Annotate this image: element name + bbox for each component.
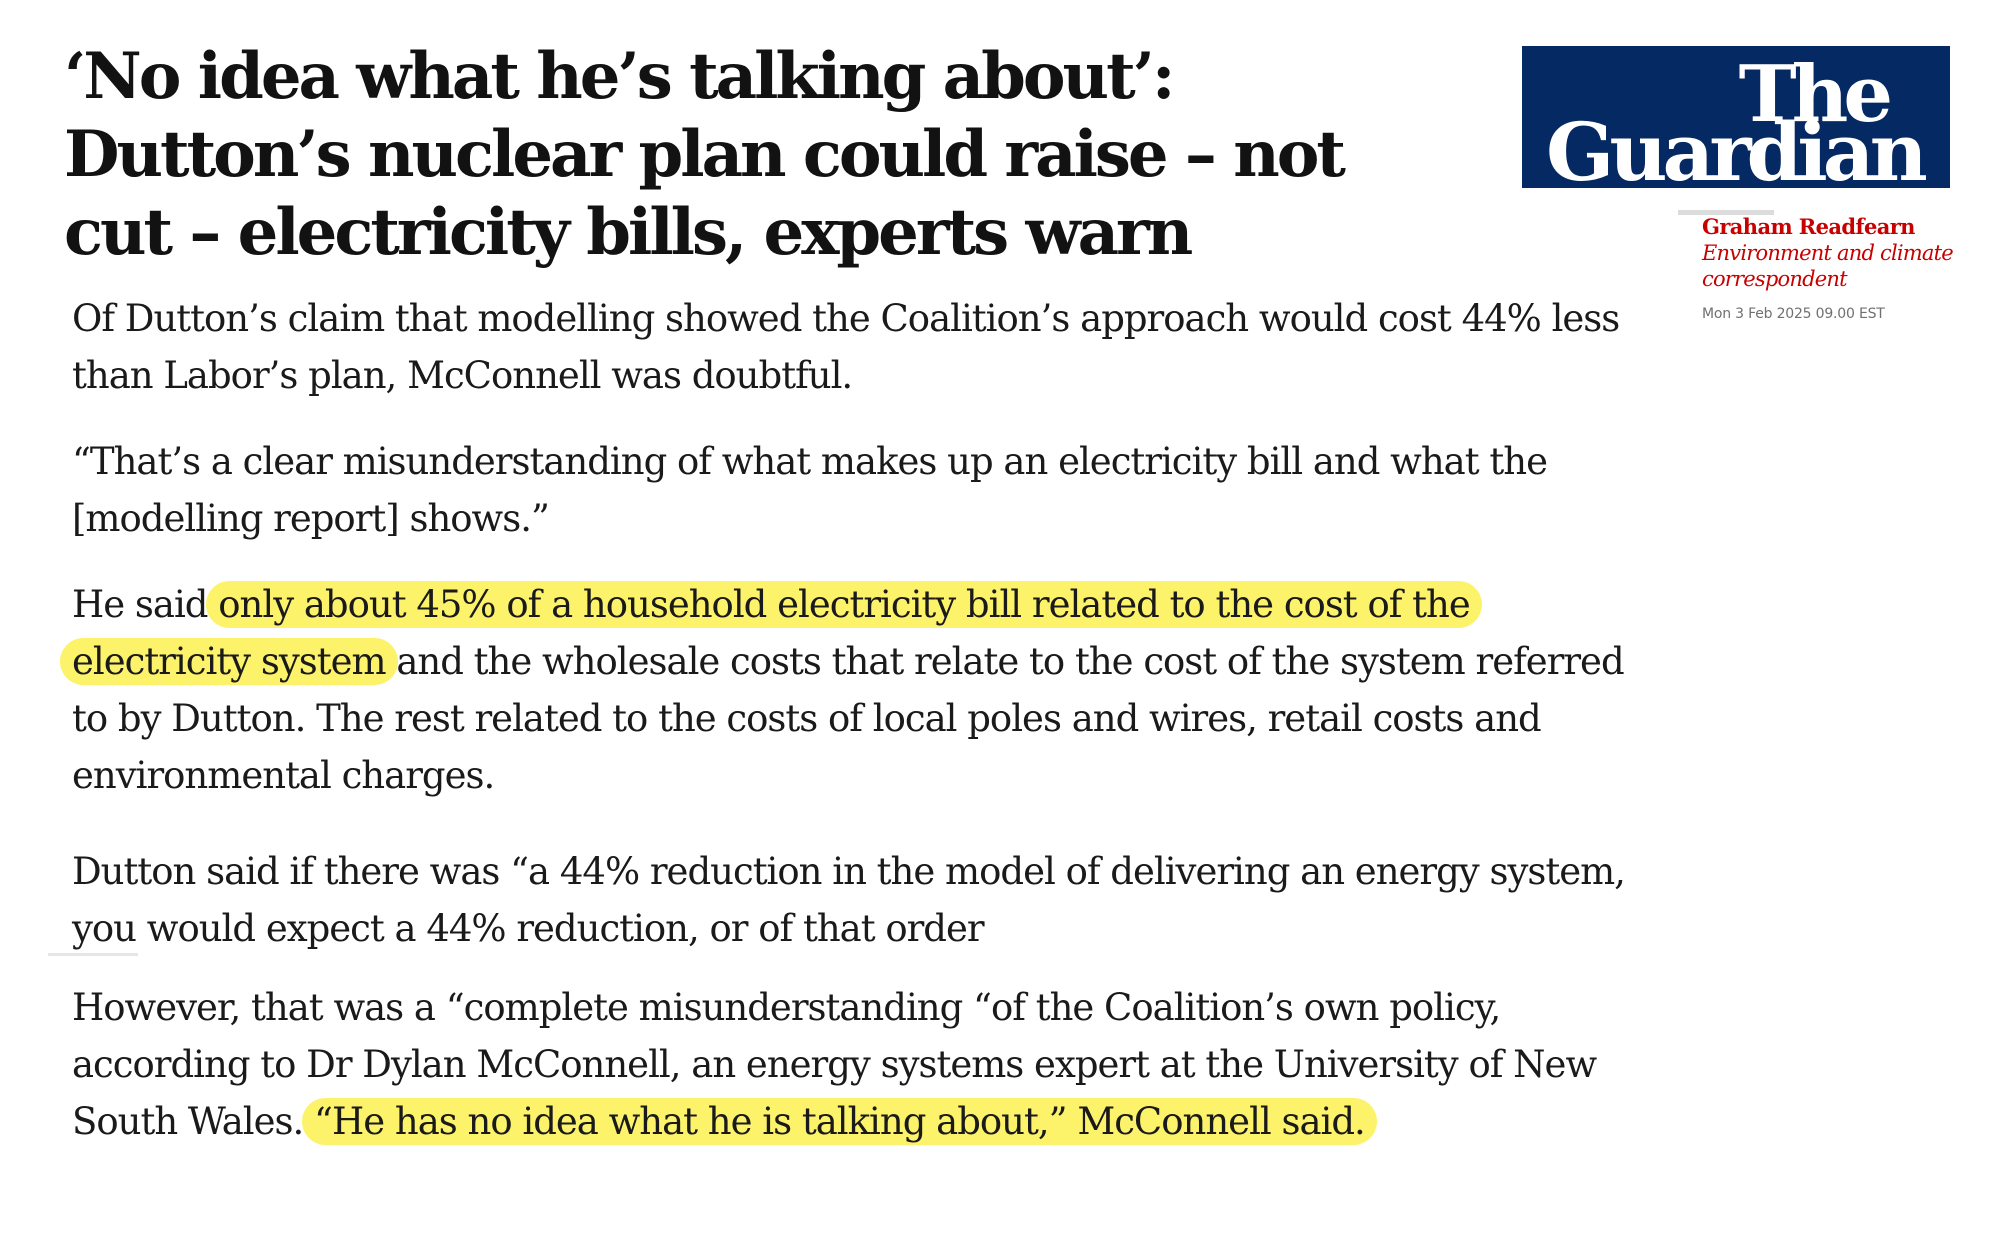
guardian-logo: The Guardian [1522,46,1950,188]
paragraph-4: Dutton said if there was “a 44% reductio… [72,850,1626,950]
logo-text-guardian: Guardian [1546,105,1928,188]
paragraph-5-lead: However, that was a “complete misunderst… [72,986,1597,1143]
byline-date: Mon 3 Feb 2025 09.00 EST [1702,306,1885,322]
paragraph-3: He said only about 45% of a household el… [60,576,1632,804]
article-headline: ‘No idea what he’s talking about’: Dutto… [64,39,1346,270]
byline-divider [1678,210,1774,215]
paragraph-5: However, that was a “complete misunderst… [72,979,1632,1150]
byline-role: Environment and climate correspondent [1702,241,1954,291]
highlighted-text-2: “He has no idea what he is talking about… [302,1098,1377,1145]
paragraph-3-lead: He said [72,583,219,626]
paragraph-2: “That’s a clear misunderstanding of what… [72,440,1548,540]
logo-text-the: The [1738,49,1893,140]
byline-author: Graham Readfearn [1702,214,1915,239]
separator-line [48,953,138,956]
paragraph-3-rest: and the wholesale costs that relate to t… [72,640,1625,797]
paragraph-1: Of Dutton’s claim that modelling showed … [72,297,1620,397]
